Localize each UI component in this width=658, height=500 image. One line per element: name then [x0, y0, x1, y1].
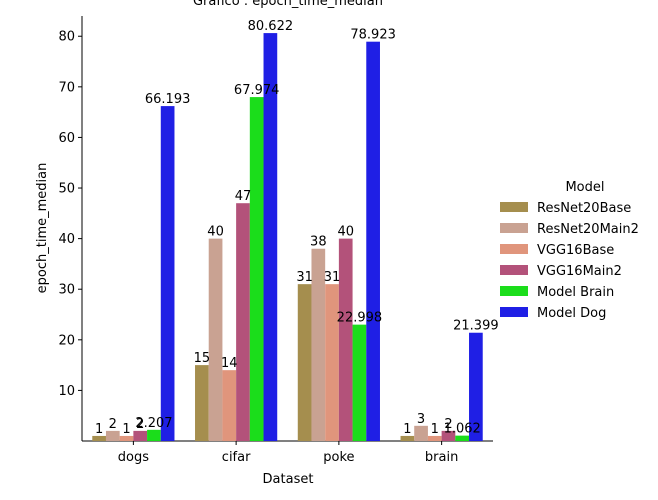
legend: Model ResNet20Base ResNet20Main2 VGG16Base… — [500, 180, 639, 321]
x-tick-label-dogs: dogs — [118, 450, 149, 465]
bar-label: 40 — [337, 225, 354, 240]
legend-label: Model Dog — [537, 306, 606, 321]
bar-brain-vgg16main2 — [441, 430, 456, 441]
y-tick-label: 70 — [58, 80, 75, 95]
legend-swatch — [500, 265, 528, 275]
bar-cifar-model-dog — [263, 33, 278, 442]
legend-title: Model — [565, 180, 604, 195]
x-tick-label-cifar: cifar — [222, 450, 251, 465]
bar-label: 1 — [431, 422, 439, 437]
bar-label: 31 — [296, 270, 313, 285]
bar-poke-vgg16base — [325, 284, 339, 441]
bar-label: 47 — [235, 189, 252, 204]
bar-cifar-model-brain — [249, 97, 264, 442]
bar-dogs-vgg16base — [119, 435, 134, 441]
x-tick-label-brain: brain — [425, 450, 458, 465]
bar-dogs-resnet20main2 — [105, 430, 120, 441]
bar-label: 14 — [221, 356, 238, 371]
bar-label: 1 — [403, 422, 411, 437]
bar-cifar-resnet20base — [195, 365, 209, 441]
bar-cifar-resnet20main2 — [208, 238, 223, 441]
bar-label: 1 — [95, 422, 103, 437]
bar-label: 66.193 — [145, 92, 191, 107]
bar-label: 15 — [194, 351, 211, 366]
legend-label: ResNet20Main2 — [537, 222, 639, 237]
bar-label: 38 — [310, 235, 327, 250]
bar-label: 22.998 — [337, 311, 383, 326]
bar-label: 2.207 — [135, 416, 172, 431]
bar-cifar-vgg16main2 — [236, 203, 250, 441]
bar-poke-model-dog — [366, 41, 380, 442]
y-tick-label: 50 — [58, 182, 75, 197]
legend-swatch — [500, 307, 528, 317]
x-tick-label-poke: poke — [323, 450, 354, 465]
y-tick-label: 20 — [58, 333, 75, 348]
y-tick-label: 80 — [58, 30, 75, 45]
bar-label: 40 — [207, 225, 224, 240]
y-tick-label: 10 — [58, 384, 75, 399]
legend-swatch — [500, 244, 528, 254]
y-tick-label: 30 — [58, 283, 75, 298]
bar-brain-resnet20main2 — [414, 425, 428, 441]
bar-dogs-resnet20base — [92, 435, 106, 441]
bar-label: 1 — [122, 422, 130, 437]
bar-label: 2 — [444, 417, 452, 432]
bar-label: 2 — [109, 417, 117, 432]
bar-poke-resnet20base — [297, 284, 312, 441]
legend-swatch — [500, 223, 528, 233]
bar-poke-vgg16main2 — [338, 238, 353, 441]
y-axis-title: epoch_time_median — [35, 163, 50, 294]
bar-label: 3 — [417, 412, 425, 427]
bar-brain-vgg16base — [427, 435, 442, 441]
bar-dogs-model-brain — [147, 429, 161, 441]
bar-labels-group: 1 2 1 22.20766.1931540144767.97480.62231383… — [95, 19, 499, 437]
y-tick-label: 40 — [58, 232, 75, 247]
legend-label: VGG16Main2 — [537, 264, 622, 279]
bar-label: 2 — [136, 417, 144, 432]
bar-brain-resnet20base — [400, 435, 415, 441]
legend-label: ResNet20Base — [537, 201, 631, 216]
y-axis: 10 20 30 40 50 60 70 80 — [58, 16, 83, 441]
legend-label: VGG16Base — [537, 243, 614, 258]
bar-dogs-vgg16main2 — [133, 430, 148, 441]
bar-brain-model-brain — [455, 435, 470, 441]
y-tick-label: 60 — [58, 131, 75, 146]
x-axis: dogs cifar poke brain — [82, 440, 493, 465]
bar-cifar-vgg16base — [222, 370, 237, 441]
legend-swatch — [500, 286, 528, 296]
chart-title: Gráfico : epoch_time_median — [193, 0, 383, 9]
bars-group — [92, 33, 483, 442]
bar-brain-model-dog — [469, 332, 483, 441]
legend-label: Model Brain — [537, 285, 614, 300]
x-axis-title: Dataset — [263, 472, 314, 487]
legend-swatch — [500, 202, 528, 212]
bar-label: 78.923 — [350, 28, 396, 43]
bar-label: 67.974 — [234, 83, 280, 98]
bar-dogs-model-dog — [160, 106, 175, 441]
bar-label: 80.622 — [248, 19, 294, 34]
bar-label: 21.399 — [453, 319, 499, 334]
bar-poke-resnet20main2 — [311, 248, 326, 441]
bar-label: 1.062 — [444, 422, 481, 437]
bar-label: 31 — [324, 270, 341, 285]
bar-poke-model-brain — [352, 324, 367, 441]
